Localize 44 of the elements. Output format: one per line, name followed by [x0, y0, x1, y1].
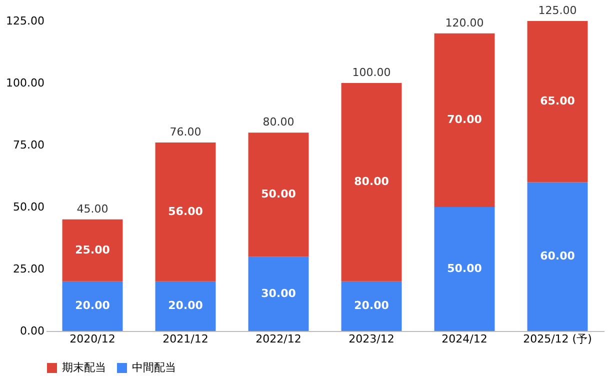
data-label: 20.00 — [168, 299, 204, 312]
bar — [527, 21, 588, 182]
data-label: 20.00 — [354, 299, 390, 312]
y-tick-label: 0.00 — [20, 324, 44, 338]
bar — [248, 132, 309, 257]
total-label: 120.00 — [445, 16, 484, 30]
y-tick-label: 100.00 — [6, 76, 44, 90]
data-label: 65.00 — [540, 94, 576, 108]
total-label: 45.00 — [76, 202, 108, 216]
x-tick-label: 2021/12 — [162, 332, 208, 346]
bar — [341, 281, 402, 331]
data-label: 30.00 — [261, 286, 296, 300]
bar — [341, 83, 402, 282]
data-label: 60.00 — [540, 250, 576, 263]
y-tick-label: 75.00 — [13, 138, 44, 152]
data-label: 56.00 — [168, 204, 204, 218]
bar — [434, 207, 495, 331]
bar — [155, 281, 216, 331]
x-tick-label: 2020/12 — [70, 332, 116, 346]
legend-label: 期末配当 — [62, 361, 106, 374]
total-label: 80.00 — [262, 116, 294, 129]
y-tick-label: 125.00 — [6, 14, 44, 28]
bar — [62, 219, 123, 282]
x-tick-label: 2024/12 — [442, 332, 488, 346]
bar — [434, 33, 495, 207]
x-tick-label: 2023/12 — [348, 332, 394, 346]
bar — [155, 142, 216, 282]
data-label: 80.00 — [354, 175, 390, 188]
total-label: 76.00 — [170, 126, 202, 139]
legend-label: 中間配当 — [132, 361, 176, 374]
data-label: 50.00 — [261, 188, 296, 201]
x-tick-label: 2025/12 (予) — [523, 332, 592, 346]
data-label: 70.00 — [447, 113, 482, 126]
bar — [248, 256, 309, 331]
y-tick-label: 25.00 — [13, 262, 44, 276]
x-tick-label: 2022/12 — [256, 332, 302, 346]
bar — [527, 182, 588, 331]
total-label: 100.00 — [352, 66, 391, 79]
total-label: 125.00 — [538, 4, 577, 17]
bar — [62, 281, 123, 331]
data-label: 20.00 — [75, 299, 110, 312]
y-tick-label: 50.00 — [13, 200, 44, 214]
data-label: 50.00 — [447, 262, 482, 275]
data-label: 25.00 — [75, 243, 110, 256]
